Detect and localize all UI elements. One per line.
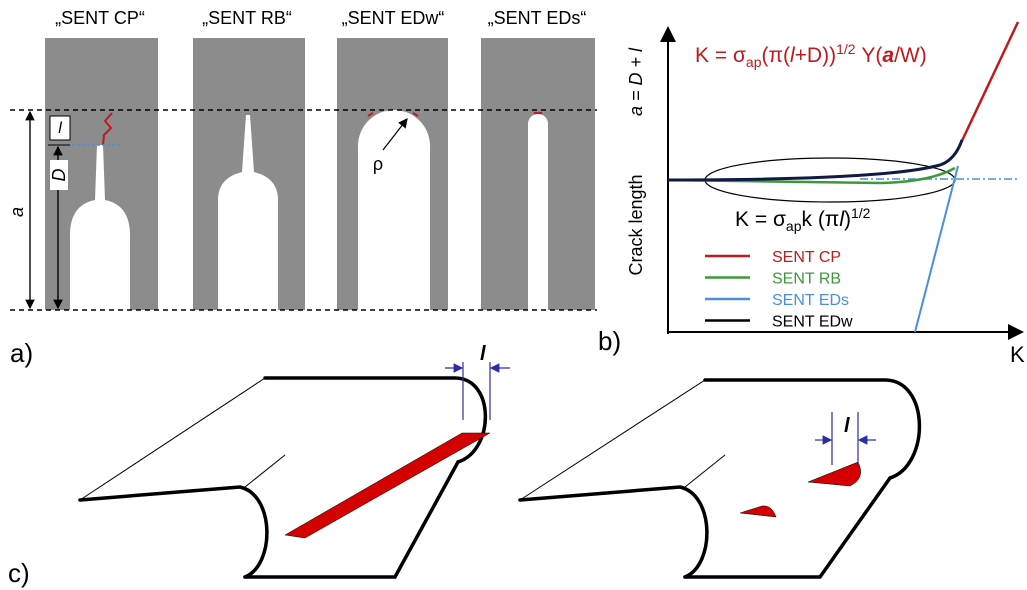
crack bbox=[740, 506, 776, 517]
slot bbox=[305, 38, 337, 310]
y-axis-label: Crack length bbox=[626, 174, 646, 275]
slot bbox=[158, 38, 193, 310]
formula-part: a bbox=[882, 44, 894, 67]
panel-label: a) bbox=[10, 338, 33, 368]
panel-a: „SENT CP“ „SENT RB“ „SENT EDw“ „SENT EDs… bbox=[7, 8, 597, 368]
dim-label: l bbox=[58, 120, 62, 137]
edge bbox=[685, 478, 890, 577]
x-axis-label: K bbox=[1010, 342, 1025, 367]
panel-b: K = σap(π(l+D))1/2 Y(a/W) K = σapk (πl)1… bbox=[598, 22, 1025, 367]
formula-part: 1/2 bbox=[851, 205, 871, 221]
legend-label: SENT CP bbox=[772, 249, 841, 266]
curve-cp bbox=[960, 22, 1018, 145]
figure: „SENT CP“ „SENT RB“ „SENT EDw“ „SENT EDs… bbox=[0, 0, 1027, 590]
specimen-label: „SENT EDs“ bbox=[488, 8, 587, 28]
edge bbox=[705, 380, 919, 478]
curve-eds bbox=[915, 166, 958, 332]
dim-label: l bbox=[844, 415, 850, 437]
formula-top: K = σap(π(l+D))1/2 Y(a/W) bbox=[695, 41, 927, 70]
formula-part: /W) bbox=[894, 44, 927, 67]
formula-part: (π( bbox=[761, 44, 789, 67]
notch-edw bbox=[358, 110, 430, 310]
dim-label: D bbox=[49, 169, 69, 182]
edge bbox=[245, 462, 458, 577]
legend-label: SENT RB bbox=[772, 271, 841, 288]
y-axis-label: a = D + l bbox=[626, 47, 646, 116]
formula-part: +D)) bbox=[795, 44, 836, 67]
panel-c: l l c) bbox=[8, 343, 919, 588]
formula-part: ap bbox=[746, 54, 762, 70]
panel-label: c) bbox=[8, 558, 30, 588]
formula-part: ap bbox=[786, 218, 802, 234]
edge bbox=[520, 487, 707, 577]
crack bbox=[285, 433, 490, 538]
specimen-label: „SENT RB“ bbox=[202, 8, 292, 28]
legend-label: SENT EDs bbox=[772, 292, 849, 309]
curve-edw bbox=[668, 140, 962, 180]
formula-bottom: K = σapk (πl)1/2 bbox=[735, 205, 871, 234]
formula-part: 1/2 bbox=[836, 41, 856, 57]
edge bbox=[80, 487, 267, 577]
formula-part: ) bbox=[844, 208, 851, 231]
dim-label: a bbox=[7, 207, 27, 217]
edge bbox=[80, 378, 265, 500]
notch-eds bbox=[528, 114, 548, 310]
formula-part: K = σ bbox=[695, 44, 746, 67]
specimen-label: „SENT CP“ bbox=[55, 8, 145, 28]
formula-part: K = σ bbox=[735, 208, 786, 231]
crack bbox=[808, 462, 861, 486]
formula-part: Y( bbox=[856, 44, 883, 67]
edge bbox=[520, 380, 705, 500]
dim-label: ρ bbox=[373, 154, 383, 174]
panel-label: b) bbox=[598, 326, 621, 356]
legend-label: SENT EDw bbox=[772, 314, 853, 331]
dim-label: l bbox=[480, 343, 486, 365]
edge bbox=[685, 455, 725, 487]
slot bbox=[448, 38, 481, 310]
specimen-label: „SENT EDw“ bbox=[342, 8, 445, 28]
formula-part: k (π bbox=[801, 208, 839, 231]
edge bbox=[245, 455, 285, 487]
